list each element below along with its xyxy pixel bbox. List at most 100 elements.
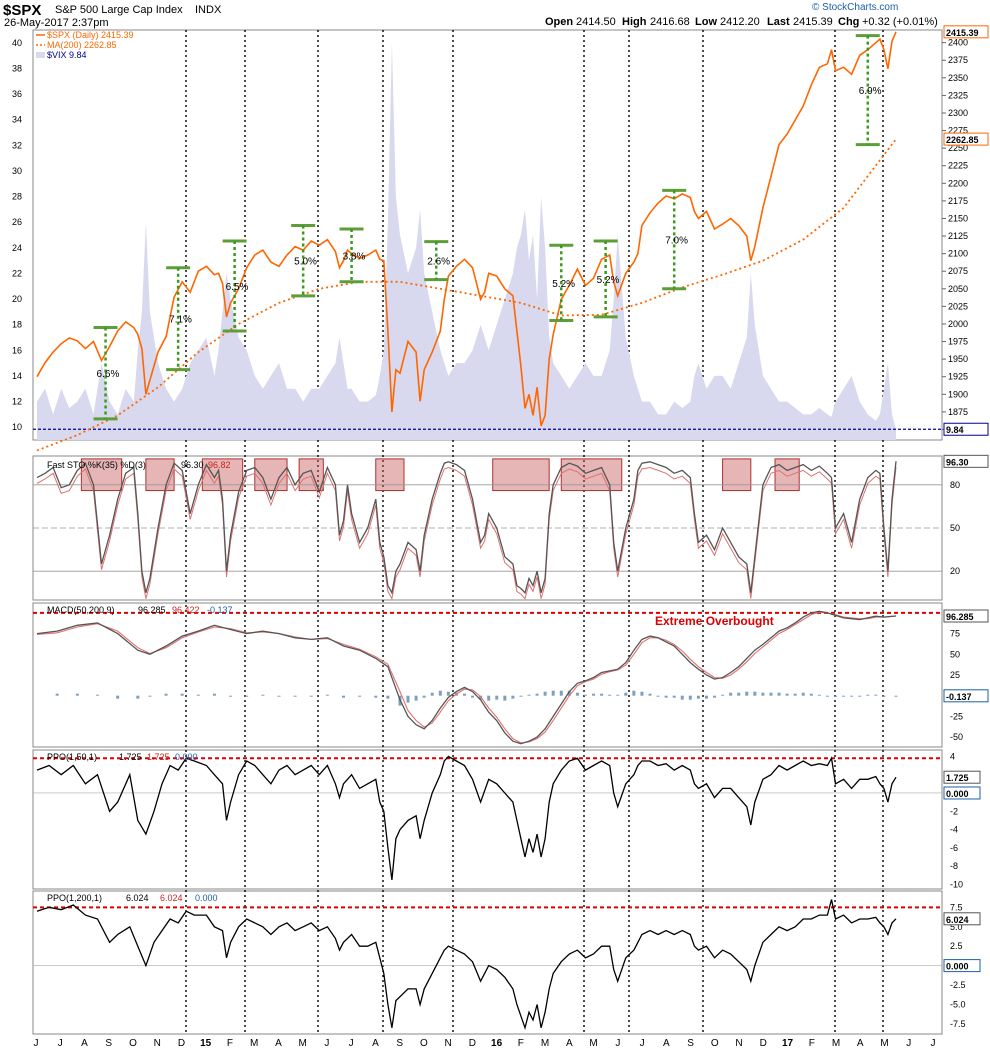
x-tick-label: J — [906, 1038, 911, 1049]
chart-panels: 6.6% 7.1% 6.5% 5.0% 3.8% 2.6% 5.2% 5.2% 7.0% 6.9%… — [12, 25, 989, 1049]
open-value: 2414.50 — [576, 16, 616, 28]
ppo-tick-label: 7.5 — [950, 902, 963, 912]
x-tick-label: D — [178, 1038, 185, 1049]
macd-hist-bar — [894, 695, 898, 697]
macd-hist-bar — [325, 694, 329, 696]
pullback-annotation: 3.8% — [339, 227, 365, 284]
stoch-d-value: 96.82 — [208, 460, 231, 470]
macd-hist-bar — [136, 695, 140, 699]
ppo-signal-value: 1.725 — [147, 752, 170, 762]
x-tick-label: S — [105, 1038, 112, 1049]
index-name: S&P 500 Large Cap Index — [55, 4, 183, 16]
x-tick-label: A — [81, 1038, 88, 1049]
x-tick-label: F — [518, 1038, 524, 1049]
macd-hist-bar — [850, 695, 854, 697]
right-tick-label: 2275 — [948, 126, 968, 136]
legend-entry: $SPX (Daily) 2415.39 — [47, 30, 134, 40]
left-tick-label: 34 — [12, 115, 22, 125]
ppo_50-panel: -10-8-6-4-2024PPO(1,50,1)1.7251.7250.000… — [33, 751, 981, 889]
date-time: 26-May-2017 2:37pm — [4, 17, 109, 29]
last-value-tag: 2262.85 — [943, 132, 989, 146]
left-tick-label: 40 — [12, 38, 22, 48]
macd-hist-bar — [479, 695, 483, 700]
ppo_200-panel: -7.5-5.0-2.50.02.55.07.5PPO(1,200,1)6.02… — [33, 893, 981, 1031]
macd-hist-bar — [75, 693, 79, 696]
x-tick-label: M — [880, 1038, 888, 1049]
legend-entry: MA(200) 2262.85 — [47, 40, 117, 50]
macd-hist-bar — [495, 695, 499, 700]
macd-legend-name: MACD(50,200,9) — [47, 605, 115, 615]
ppo-tick-label: -10 — [950, 879, 963, 889]
last-value-text: 0.000 — [946, 789, 969, 799]
macd-hist-bar — [503, 695, 507, 701]
last-value-box — [943, 25, 989, 39]
ppo_50-panel-frame — [32, 749, 943, 890]
x-tick-label: N — [154, 1038, 161, 1049]
spx-price-line — [36, 31, 897, 427]
macd-hist-bar — [535, 693, 539, 696]
exchange: INDX — [195, 4, 222, 16]
macd-hist-bar — [632, 690, 636, 696]
macd-hist-bar — [761, 692, 765, 696]
pullback-label: 6.9% — [859, 86, 882, 97]
ppo-tick-label: -6 — [950, 843, 958, 853]
pullback-label: 5.0% — [294, 257, 317, 268]
last-value-box — [943, 609, 989, 623]
left-tick-label: 10 — [12, 422, 22, 432]
left-tick-label: 14 — [12, 371, 22, 381]
macd-hist-bar — [277, 695, 281, 697]
left-tick-label: 12 — [12, 397, 22, 407]
right-tick-label: 2225 — [948, 161, 968, 171]
pullback-annotation: 5.2% — [549, 243, 575, 322]
macd-hist-bar — [527, 694, 531, 696]
stoch-tick-label: 80 — [950, 480, 960, 490]
right-tick-label: 1950 — [948, 354, 968, 364]
macd-hist-bar — [648, 693, 652, 696]
macd-signal-line — [36, 611, 897, 744]
right-tick-label: 2050 — [948, 284, 968, 294]
pullback-annotation: 6.6% — [93, 325, 120, 421]
ppo-legend-name: PPO(1,200,1) — [47, 893, 102, 903]
symbol: $SPX — [3, 2, 41, 19]
x-tick-label: 17 — [782, 1038, 794, 1049]
pullback-label: 6.6% — [97, 369, 120, 380]
macd-hist-bar — [753, 691, 757, 696]
right-tick-label: 2100 — [948, 249, 968, 259]
right-tick-label: 2300 — [948, 108, 968, 118]
overbought-box — [80, 458, 123, 492]
ppo-line — [36, 755, 897, 880]
left-tick-label: 36 — [12, 89, 22, 99]
last-value-text: 6.024 — [946, 915, 969, 925]
right-tick-label: 1975 — [948, 337, 968, 347]
macd-hist-bar — [624, 692, 628, 696]
macd-hist-bar — [430, 692, 434, 696]
macd-hist-bar — [583, 694, 587, 696]
change-label: Chg — [838, 16, 859, 28]
x-tick-label: O — [711, 1038, 719, 1049]
macd-hist-bar — [309, 695, 313, 697]
x-tick-label: A — [663, 1038, 670, 1049]
macd-hist-bar — [212, 693, 216, 696]
macd-hist-bar — [704, 695, 708, 699]
macd-hist-bar — [600, 693, 604, 696]
last-value-text: 96.30 — [946, 457, 969, 467]
overbought-box — [375, 458, 405, 492]
cycle-lines — [185, 30, 884, 1034]
macd-hist-bar — [801, 692, 805, 696]
ppo-tick-label: -7.5 — [950, 1019, 966, 1029]
high-label: High — [622, 16, 647, 28]
stoch-tick-label: 20 — [950, 566, 960, 576]
ppo-legend-name: PPO(1,50,1) — [47, 752, 97, 762]
pullback-label: 5.2% — [597, 275, 620, 286]
macd-hist-bar — [721, 694, 725, 696]
macd-hist-bar — [386, 695, 390, 699]
macd-tick-label: 75 — [950, 629, 960, 639]
right-tick-label: 2150 — [948, 213, 968, 223]
macd-hist-bar — [640, 691, 644, 696]
right-tick-label: 2125 — [948, 231, 968, 241]
macd-hist-bar — [567, 690, 571, 696]
x-tick-label: 16 — [491, 1038, 503, 1049]
right-tick-label: 2400 — [948, 38, 968, 48]
